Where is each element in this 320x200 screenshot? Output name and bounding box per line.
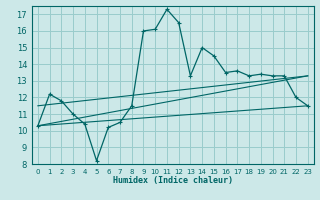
X-axis label: Humidex (Indice chaleur): Humidex (Indice chaleur) [113,176,233,185]
